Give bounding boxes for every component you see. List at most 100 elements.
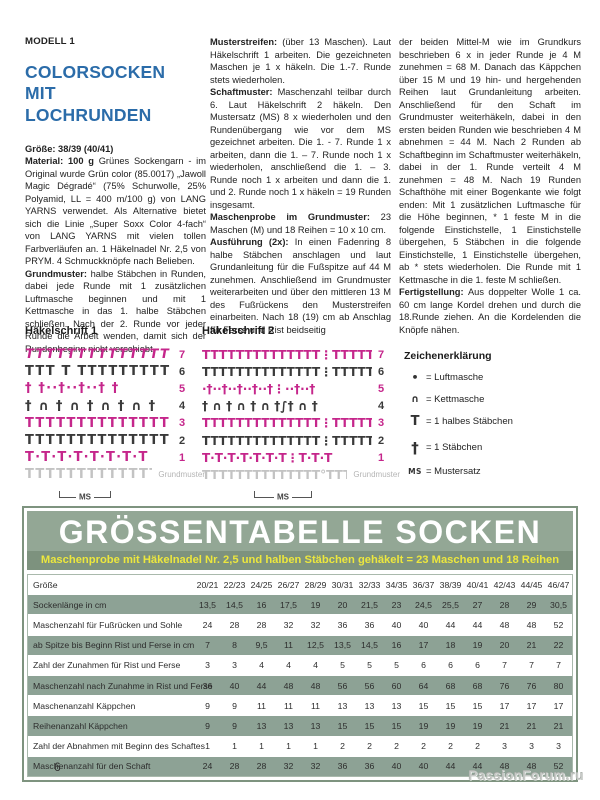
- cell-value: 28/29: [304, 579, 327, 590]
- cell-value: 2: [394, 741, 399, 752]
- chart-2-rows: TTTTTTTTTTTTTT⋮TTTTTT 7 TTTTTTTTTTTTTT⋮TTT…: [202, 346, 400, 484]
- cell-value: 15: [445, 700, 456, 711]
- cell-value: 40/41: [466, 579, 489, 590]
- page-title: COLORSOCKEN MIT LOCHRUNDEN: [25, 61, 166, 125]
- cell-value: 13,5: [199, 599, 216, 610]
- chart-row: TTT T TTTTTTTTT 6: [25, 363, 205, 380]
- cell-value: 19: [418, 720, 429, 731]
- cell-value: 6: [475, 660, 480, 671]
- base-row-label: Grundmuster: [353, 470, 400, 480]
- cell-value: 23: [391, 599, 402, 610]
- size-table-subtitle: Maschenprobe mit Häkelnadel Nr. 2,5 und …: [27, 551, 573, 570]
- round-number: 3: [378, 417, 385, 430]
- cell-value: 36/37: [412, 579, 435, 590]
- paragraph: der beiden Mittel-M wie im Grundkurs bes…: [399, 37, 581, 285]
- legend-item-label: = 1 halbes Stäbchen: [426, 416, 513, 427]
- chart-row: † ∩ † ∩ † ∩ †∫† ∩ † 4: [202, 398, 400, 415]
- legend-item: † = 1 Stäbchen: [404, 439, 576, 457]
- cell-value: 40: [391, 761, 402, 772]
- cell-value: 2: [340, 741, 345, 752]
- chart-row: † †··†··†··† † 5: [25, 380, 205, 397]
- chart-row: T·T·T·T·T·T·T⋮T·T·T 1: [202, 449, 400, 466]
- chart-row: ·†··†··†··†··†⋮··†··† 5: [202, 380, 400, 397]
- cell-value: 15: [472, 700, 483, 711]
- cell-value: 32: [283, 761, 294, 772]
- stitch-symbols: ·†··†··†··†··†⋮··†··†: [202, 381, 316, 396]
- stitch-symbols: TTTTTTTTTTTTTT: [25, 415, 170, 431]
- stitch-symbols: TTTTTTTTTTTTTT: [25, 433, 170, 449]
- cell-value: 7: [529, 660, 534, 671]
- cell-value: 5: [367, 660, 372, 671]
- cell-value: 36: [364, 619, 375, 630]
- chart-1-rows: TTTTTTTTTTTTTT 7 TTT T TTTTTTTTT 6 † †··†··†…: [24, 346, 205, 484]
- stitch-symbols: † †··†··†··† †: [25, 381, 120, 397]
- paragraph: Grundmuster: halbe Stäbchen in Runden, d…: [25, 268, 206, 354]
- cell-value: 28: [256, 761, 267, 772]
- cell-value: 32: [283, 619, 294, 630]
- legend-item-label: = Kettmasche: [426, 393, 485, 405]
- cell-value: 15: [337, 720, 348, 731]
- cell-value: 13: [364, 700, 375, 711]
- cell-value: 24/25: [250, 579, 273, 590]
- cell-value: 46/47: [547, 579, 570, 590]
- paragraph: Schaftmuster: Maschenzahl teilbar durch …: [210, 87, 392, 210]
- cell-value: 2: [448, 741, 453, 752]
- table-row: Zahl der Abnahmen mit Beginn des Schafte…: [28, 736, 572, 756]
- cell-value: 56: [337, 680, 348, 691]
- cell-value: 11: [256, 700, 267, 711]
- legend-item: T = 1 halbes Stäbchen: [404, 414, 576, 429]
- cell-value: 15: [391, 720, 402, 731]
- cell-value: 19: [445, 720, 456, 731]
- column-3-paragraphs: der beiden Mittel-M wie im Grundkurs bes…: [399, 36, 581, 336]
- cell-value: 32: [310, 619, 321, 630]
- paragraph: Ausführung (2x): In einen Fadenring 8 ha…: [210, 237, 391, 335]
- cell-value: 21: [526, 640, 537, 651]
- watermark: PassionForum.ru: [468, 768, 584, 783]
- cell-value: 76: [526, 680, 537, 691]
- legend-item-label: = 1 Stäbchen: [426, 442, 483, 453]
- row-label: Größe: [33, 579, 58, 590]
- cell-value: 18: [445, 640, 456, 651]
- cell-value: 17: [553, 700, 564, 711]
- cell-value: 13: [391, 700, 402, 711]
- cell-value: 22: [553, 640, 564, 651]
- cell-value: 21: [526, 720, 537, 731]
- cell-value: 42/43: [493, 579, 516, 590]
- page-number: 6: [54, 760, 61, 774]
- cell-value: 27: [472, 599, 483, 610]
- round-number: 1: [378, 451, 385, 464]
- cell-value: 24: [202, 619, 213, 630]
- cell-value: 52: [553, 619, 564, 630]
- cell-value: 11: [283, 640, 294, 651]
- size-table-grid: Größe 20/21 22/23 24/25 26/27 28/29 30/31 32/33…: [27, 574, 573, 777]
- chart-1-title: Häkelschrift 1: [25, 325, 98, 337]
- cell-value: 17: [526, 700, 537, 711]
- cell-value: 26/27: [277, 579, 300, 590]
- chart-row: † ∩ † ∩ † ∩ † ∩ † 4: [25, 398, 205, 415]
- row-label: Maschenzahl für Fußrücken und Sohle: [33, 619, 183, 630]
- cell-value: 3: [502, 741, 507, 752]
- cell-value: 56: [364, 680, 375, 691]
- stitch-symbols: TTTTTTTTTTTTTT⋮TTTTTT: [202, 433, 372, 448]
- crochet-chart-2: Häkelschrift 2 TTTTTTTTTTTTTT⋮TTTTTT 7 TTT…: [202, 325, 400, 501]
- chain-stitch-symbol: •: [411, 371, 419, 384]
- symbol-legend: Zeichenerklärung • = Luftmasche ∩ = Kettmas…: [404, 350, 576, 487]
- slip-stitch-symbol: ∩: [410, 393, 420, 405]
- cell-value: 17: [418, 640, 429, 651]
- cell-value: 2: [367, 741, 372, 752]
- round-number: 6: [179, 365, 186, 378]
- table-row: Zahl der Zunahmen für Rist und Ferse 3 3 4 4…: [28, 655, 572, 675]
- cell-value: 15: [418, 700, 429, 711]
- cell-value: 28: [229, 761, 240, 772]
- cell-value: 12,5: [307, 640, 324, 651]
- base-row-label: Grundmuster: [158, 470, 205, 480]
- text-column-2: Musterstreifen: (über 13 Maschen). Laut …: [210, 36, 391, 336]
- round-number: 7: [378, 348, 385, 361]
- cell-value: 4: [313, 660, 318, 671]
- round-number: 2: [378, 434, 385, 447]
- chart-row: T·T·T·T·T·T·T·T 1: [25, 449, 205, 466]
- cell-value: 32: [310, 761, 321, 772]
- text-column-3: der beiden Mittel-M wie im Grundkurs bes…: [399, 36, 581, 336]
- stitch-symbols: TTT T TTTTTTTTT: [25, 364, 171, 380]
- cell-value: 24: [202, 761, 213, 772]
